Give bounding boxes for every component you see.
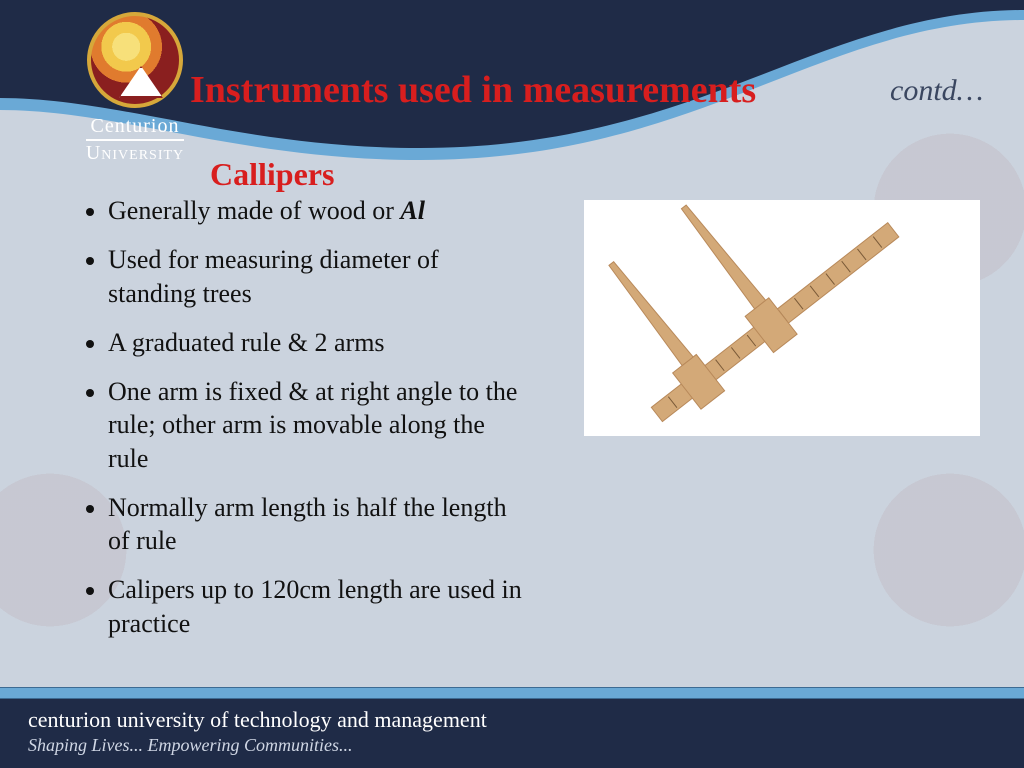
logo-text-top: Centurion — [80, 116, 190, 137]
list-item: Calipers up to 120cm length are used in … — [108, 573, 522, 640]
logo-text-bottom: University — [80, 143, 190, 164]
footer: centurion university of technology and m… — [0, 687, 1024, 768]
list-item: One arm is fixed & at right angle to the… — [108, 375, 522, 475]
list-item: Normally arm length is half the length o… — [108, 491, 522, 558]
list-item: A graduated rule & 2 arms — [108, 326, 522, 359]
slide-title: Instruments used in measurements — [190, 68, 756, 112]
list-item: Generally made of wood or Al — [108, 194, 522, 227]
bullet-list: Generally made of wood or Al Used for mea… — [82, 194, 522, 656]
slide-subtitle: Callipers — [210, 156, 334, 193]
emphasis: Al — [400, 196, 425, 225]
footer-tagline: Shaping Lives... Empowering Communities.… — [28, 735, 996, 756]
list-item: Used for measuring diameter of standing … — [108, 243, 522, 310]
university-logo: Centurion University — [80, 12, 190, 164]
footer-university-name: centurion university of technology and m… — [28, 707, 996, 733]
calliper-illustration — [584, 200, 980, 436]
footer-stripe — [0, 687, 1024, 699]
continued-label: contd… — [890, 74, 983, 108]
watermark-seal — [860, 460, 1024, 640]
logo-seal-icon — [87, 12, 183, 108]
